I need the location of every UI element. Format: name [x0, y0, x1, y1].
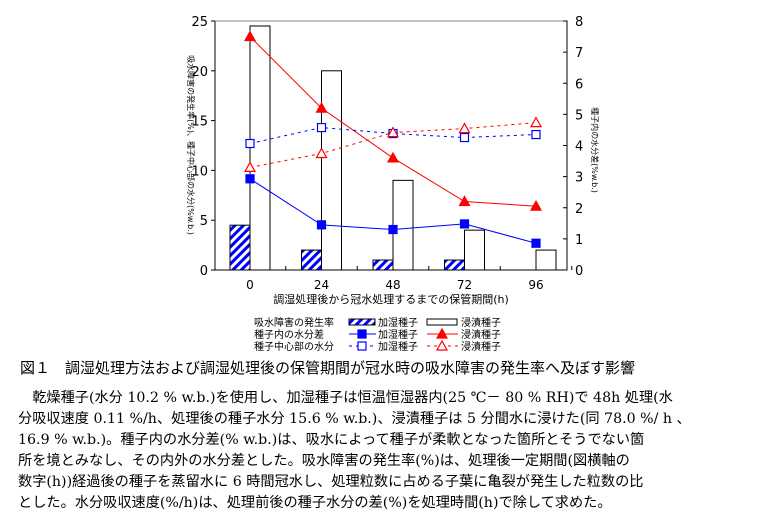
- y-right-tick-label: 1: [575, 233, 583, 248]
- legend-label: 種子内の水分差: [254, 328, 324, 341]
- bar-humidified: [229, 224, 251, 271]
- bar-soaked: [464, 229, 485, 271]
- data-point-series-1: [315, 101, 328, 113]
- legend-marker-humidified: [357, 329, 367, 339]
- data-point-series-0: [388, 224, 398, 235]
- y-right-tick-label: 7: [575, 46, 583, 61]
- legend-label-humidified: 加湿種子: [378, 340, 418, 353]
- body-line: 乾燥種子(水分 10.2 % w.b.)を使用し、加湿種子は恒温恒湿器内(25 …: [18, 390, 673, 406]
- chart: 0 5 10 15 20 25 0 1 2 3 4 5 6 7 8 0 24 48 72 96 調湿処理後から冠水処理…: [186, 15, 600, 353]
- x-tick-label: 48: [385, 278, 400, 292]
- data-point-series-2: [316, 122, 327, 133]
- bar-humidified: [444, 259, 465, 271]
- legend: 吸水障害の発生率 加湿種子 浸漬種子種子内の水分差 加湿種子 浸漬種子種子中心部の水分加…: [254, 316, 501, 353]
- data-point-series-1: [529, 199, 543, 211]
- y-left-tick-label: 20: [191, 65, 208, 80]
- body-text: 乾燥種子(水分 10.2 % w.b.)を使用し、加湿種子は恒温恒湿器内(25 …: [18, 388, 758, 514]
- data-point-series-2: [531, 129, 541, 140]
- x-tick-label: 24: [314, 278, 329, 292]
- y-left-tick-label: 10: [191, 164, 208, 179]
- data-point-series-3: [529, 116, 543, 128]
- legend-label-soaked: 浸漬種子: [461, 316, 501, 329]
- y-right-tick-label: 4: [575, 140, 583, 155]
- data-point-series-2: [459, 132, 470, 143]
- x-axis-label: 調湿処理後から冠水処理するまでの保管期間(h): [273, 292, 509, 306]
- y-right-tick-label: 3: [575, 171, 583, 186]
- data-point-series-1: [458, 195, 471, 207]
- legend-label: 吸水障害の発生率: [254, 316, 334, 329]
- x-tick-label: 96: [528, 278, 543, 292]
- axes: 0 5 10 15 20 25 0 1 2 3 4 5 6 7 8 0 24 48 72 96: [191, 15, 583, 292]
- y-left-tick-label: 0: [200, 264, 208, 279]
- legend-marker-soaked: [435, 339, 449, 351]
- y-left-tick-label: 25: [191, 15, 208, 30]
- data-point-series-1: [243, 30, 257, 42]
- data-point-series-3: [315, 147, 328, 159]
- data-point-series-3: [458, 122, 471, 134]
- data-point-series-3: [243, 161, 257, 173]
- series-line-2: [249, 127, 537, 144]
- legend-marker-humidified: [357, 341, 367, 351]
- lines: [243, 30, 543, 248]
- y-right-tick-label: 2: [575, 202, 583, 217]
- data-point-series-2: [245, 138, 255, 149]
- body-line: 16.9 % w.b.)。種子内の水分差(% w.b.)は、吸水によって種子が柔…: [18, 432, 645, 448]
- x-tick-label: 0: [246, 278, 254, 292]
- bar-humidified: [301, 249, 322, 271]
- figure-caption: 図１ 調湿処理方法および調湿処理後の保管期間が冠水時の吸水障害の発生率へ及ぼす影…: [20, 359, 636, 377]
- data-point-series-0: [531, 238, 541, 248]
- legend-swatch-soaked-bar: [426, 318, 458, 326]
- body-line: とした。水分吸収速度(%/h)は、処理前後の種子水分の差(%)を処理時間(h)で…: [18, 495, 612, 511]
- data-point-series-0: [316, 220, 327, 230]
- data-point-series-3: [386, 126, 400, 138]
- data-point-series-0: [245, 174, 255, 184]
- bar-soaked: [535, 249, 557, 271]
- y-axis-right-label: 種子内の水分差(%w.b.): [590, 107, 600, 193]
- legend-label: 種子中心部の水分: [254, 340, 334, 353]
- bar-humidified: [372, 259, 394, 271]
- legend-swatch-humidified-bar: [348, 318, 376, 326]
- bar-soaked: [321, 70, 342, 271]
- y-left-tick-label: 15: [191, 115, 208, 130]
- body-line: 数字(h))経過後の種子を蒸留水に 6 時間冠水し、処理粒数に占める子葉に亀裂が…: [18, 474, 644, 490]
- legend-label-humidified: 加湿種子: [378, 316, 418, 329]
- y-right-tick-label: 6: [575, 77, 583, 92]
- y-axis-left-label: 吸水障害の発生率(%)、種子中心部の水分(%w.b.): [186, 55, 196, 235]
- y-right-tick-label: 5: [575, 108, 583, 123]
- x-tick-label: 72: [457, 278, 472, 292]
- legend-label-humidified: 加湿種子: [378, 328, 418, 341]
- y-left-tick-label: 5: [200, 214, 208, 229]
- legend-label-soaked: 浸漬種子: [461, 340, 501, 353]
- legend-label-soaked: 浸漬種子: [461, 328, 501, 341]
- body-line: 所を境とみなし、その内外の水分差とした。吸水障害の発生率(%)は、処理後一定期間…: [18, 453, 630, 469]
- data-point-series-0: [459, 219, 470, 229]
- y-right-tick-label: 8: [575, 15, 583, 30]
- y-right-tick-label: 0: [575, 264, 583, 279]
- data-point-series-1: [386, 151, 400, 163]
- legend-marker-soaked: [435, 327, 449, 339]
- body-line: 分吸収速度 0.11 %/h、処理後の種子水分 15.6 % w.b.)、浸漬種…: [18, 411, 691, 427]
